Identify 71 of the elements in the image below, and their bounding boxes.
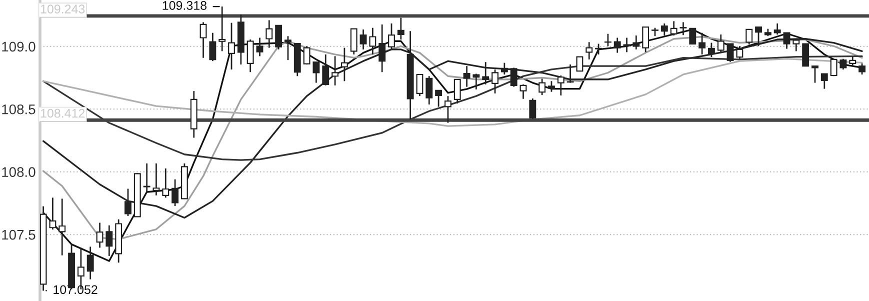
candlestick [435, 90, 442, 108]
candlestick [858, 62, 866, 76]
candlestick [284, 35, 292, 61]
candlestick [444, 95, 452, 124]
candlestick [172, 178, 179, 207]
candlestick [49, 196, 56, 230]
candlestick [360, 28, 367, 50]
y-tick-label: 108.0 [2, 167, 36, 177]
candlestick [340, 47, 348, 82]
candlestick [520, 84, 527, 100]
candlestick [58, 198, 66, 256]
candlestick [586, 41, 593, 60]
annotation: 109.318 [162, 1, 207, 10]
candlestick [538, 78, 546, 96]
candlestick [416, 74, 424, 97]
candlestick [200, 22, 207, 59]
candlestick [492, 68, 498, 94]
candlestick [774, 22, 781, 36]
candlestick [726, 43, 734, 63]
candlestick [840, 58, 847, 70]
candlestick [350, 28, 358, 56]
candlestick [256, 37, 264, 57]
candlestick [228, 22, 235, 70]
candlestick [557, 74, 564, 96]
candlestick [680, 22, 687, 36]
candlestick [604, 33, 612, 47]
candlestick [472, 73, 480, 90]
candlestick [642, 26, 650, 53]
candlestick [152, 162, 160, 196]
candlestick [454, 78, 461, 104]
candlestick [802, 43, 810, 67]
candlestick [576, 56, 584, 72]
candlestick [322, 54, 330, 86]
candlestick [397, 17, 404, 40]
candlestick [632, 34, 640, 50]
candlestick [614, 37, 621, 54]
candlestick [86, 246, 94, 280]
candlestick [548, 80, 555, 92]
candlestick [736, 45, 744, 60]
candlestick [510, 67, 518, 88]
candlestick [303, 45, 310, 66]
candlestick [529, 98, 536, 120]
candlestick [623, 37, 630, 53]
candlestick [595, 43, 602, 56]
candlestick [209, 32, 216, 62]
line-series [42, 55, 863, 161]
candlestick [312, 61, 320, 84]
candlestick [670, 20, 678, 36]
candlestick [162, 168, 170, 198]
candlestick [820, 73, 828, 90]
candlestick [246, 38, 254, 73]
y-tick-label: 107.5 [2, 230, 36, 240]
candlestick [332, 55, 338, 86]
candlestick [660, 22, 668, 36]
candlestick [500, 62, 508, 76]
y-tick-label: 109.0 [2, 42, 36, 52]
y-tick-label: 108.5 [2, 104, 36, 114]
candlestick [426, 75, 433, 106]
candlestick [106, 224, 113, 257]
candlestick [849, 55, 856, 67]
candlestick [143, 162, 150, 193]
candlestick [689, 28, 696, 46]
candlestick [96, 222, 104, 248]
candlestick [266, 19, 273, 48]
candlestick [708, 42, 715, 58]
candlestick [218, 6, 226, 52]
candlestick [812, 64, 818, 84]
candlestick [463, 65, 470, 88]
candlestick [275, 24, 282, 50]
candlestick [566, 64, 574, 84]
candlestick [482, 61, 490, 86]
